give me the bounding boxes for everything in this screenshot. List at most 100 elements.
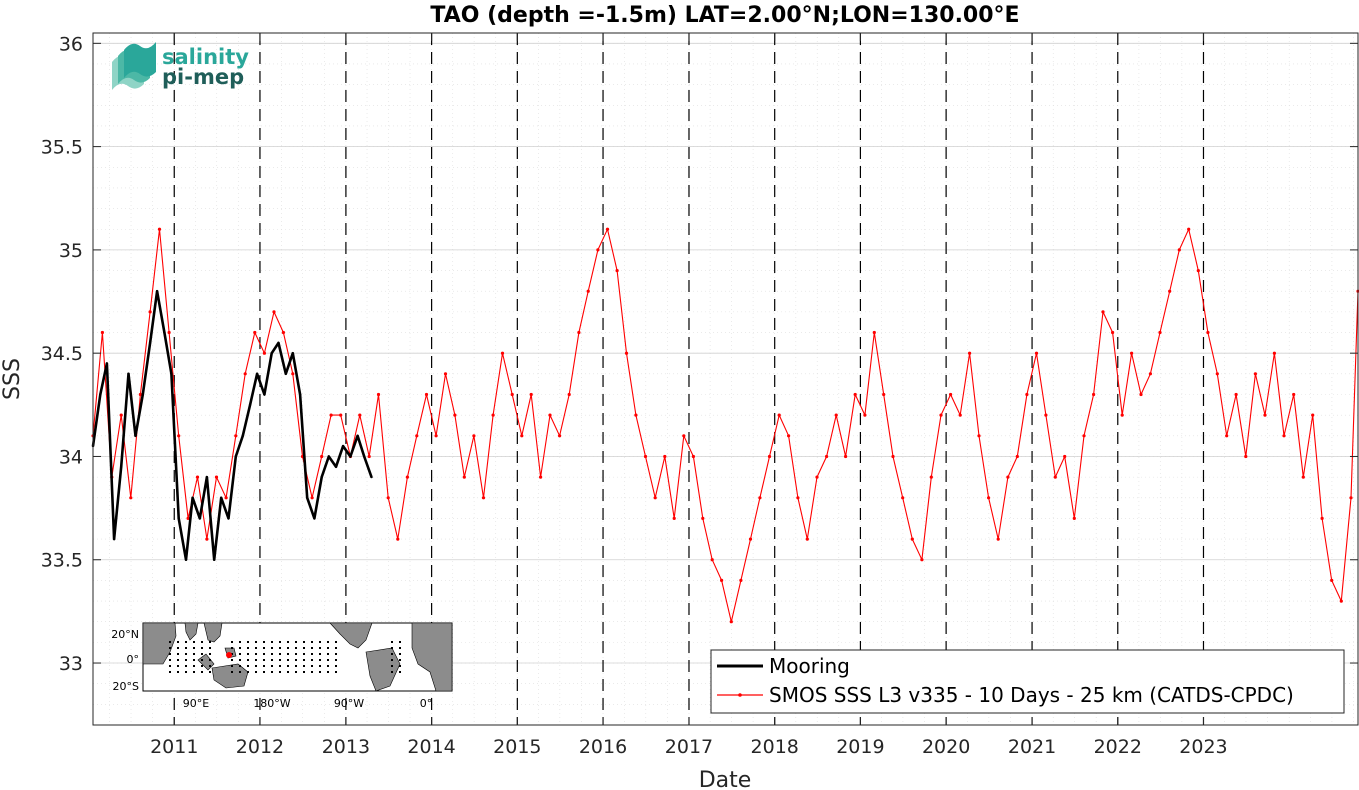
inset-buoy-dot <box>311 641 313 643</box>
smos-point <box>767 454 772 459</box>
x-tick-label: 2018 <box>751 736 799 758</box>
smos-point <box>138 392 142 397</box>
smos-point <box>1120 413 1124 417</box>
smos-point <box>1320 516 1324 521</box>
inset-buoy-dot <box>303 647 305 649</box>
smos-point <box>920 558 924 562</box>
inset-buoy-dot <box>231 641 233 643</box>
smos-point <box>205 537 209 541</box>
inset-buoy-dot <box>209 659 211 661</box>
smos-point <box>1034 351 1039 355</box>
inset-buoy-dot <box>279 653 281 655</box>
inset-buoy-dot <box>327 647 329 649</box>
smos-point <box>119 413 123 417</box>
inset-buoy-dot <box>311 671 313 673</box>
inset-buoy-dot <box>201 671 203 673</box>
inset-buoy-dot <box>279 647 281 649</box>
smos-point <box>958 413 962 417</box>
y-tick-label: 34 <box>59 446 83 468</box>
smos-point <box>1349 496 1353 500</box>
smos-point <box>510 392 514 397</box>
mooring-point <box>134 434 137 437</box>
major-grid <box>93 42 1358 664</box>
smos-point <box>996 537 1000 541</box>
x-tick-label: 2017 <box>665 736 713 758</box>
smos-point <box>748 537 753 541</box>
smos-point <box>1015 454 1019 459</box>
smos-point <box>167 330 171 335</box>
mooring-point <box>141 393 144 396</box>
inset-buoy-dot <box>391 665 393 667</box>
inset-buoy-dot <box>335 671 337 673</box>
inset-buoy-dot <box>169 671 171 673</box>
x-tick-label: 2021 <box>1008 736 1056 758</box>
mooring-point <box>313 517 316 520</box>
smos-point <box>1063 454 1067 459</box>
smos-point <box>586 289 590 293</box>
inset-buoy-dot <box>287 653 289 655</box>
y-tick-label: 35 <box>59 240 83 262</box>
smos-point <box>577 330 581 335</box>
inset-buoy-dot <box>311 659 313 661</box>
inset-buoy-dot <box>271 659 273 661</box>
inset-buoy-dot <box>185 641 187 643</box>
smos-point <box>872 330 876 335</box>
x-tick-label: 2016 <box>579 736 627 758</box>
legend-smos-marker <box>738 693 742 697</box>
inset-buoy-dot <box>271 671 273 673</box>
smos-point <box>177 434 181 438</box>
inset-buoy-dot <box>239 671 241 673</box>
logo-text-salinity: salinity <box>162 45 249 69</box>
y-tick-label: 34.5 <box>41 343 83 365</box>
smos-point <box>224 496 228 500</box>
smos-point <box>386 496 390 500</box>
inset-buoy-dot <box>169 647 171 649</box>
inset-buoy-dot <box>303 641 305 643</box>
smos-point <box>558 434 562 438</box>
mooring-point <box>155 290 159 293</box>
inset-buoy-dot <box>295 665 297 667</box>
smos-point <box>1025 392 1029 397</box>
inset-buoy-dot <box>335 665 337 667</box>
smos-point <box>567 392 571 397</box>
smos-point <box>405 475 409 479</box>
mooring-point <box>341 444 345 448</box>
smos-point <box>1101 310 1105 314</box>
smos-point <box>548 413 552 417</box>
chart-title: TAO (depth =-1.5m) LAT=2.00°N;LON=130.00… <box>430 3 1019 28</box>
inset-buoy-dot <box>263 659 265 661</box>
inset-buoy-dot <box>287 647 289 649</box>
smos-point <box>272 310 276 314</box>
inset-buoy-dot <box>399 665 401 667</box>
smos-point <box>1311 413 1315 417</box>
inset-buoy-dot <box>185 665 187 667</box>
inset-buoy-dot <box>177 665 179 667</box>
inset-buoy-dot <box>319 653 321 655</box>
x-axis-ticks: 2011 2012 2013 2014 2015 2016 2017 2018 2019 2020… <box>150 33 1228 758</box>
smos-point <box>729 620 733 624</box>
mooring-point <box>227 517 230 520</box>
inset-buoy-dot <box>263 641 265 643</box>
smos-point <box>415 434 419 438</box>
inset-buoy-dot <box>231 653 233 655</box>
inset-buoy-dot <box>201 665 203 667</box>
inset-buoy-dot <box>303 665 305 667</box>
smos-point <box>643 454 648 459</box>
smos-point <box>1006 475 1010 479</box>
inset-buoy-dot <box>209 671 211 673</box>
smos-point <box>424 392 429 397</box>
mooring-point <box>270 352 273 355</box>
inset-buoy-dot <box>327 659 329 661</box>
legend-smos-label: SMOS SSS L3 v335 - 10 Days - 25 km (CATD… <box>769 683 1294 707</box>
smos-point <box>253 330 257 335</box>
inset-buoy-dot <box>279 659 281 661</box>
mooring-point <box>148 341 152 345</box>
mooring-point <box>213 558 216 561</box>
mooring-point <box>327 455 330 458</box>
mooring-point <box>277 341 280 345</box>
inset-buoy-dot <box>193 671 195 673</box>
smos-point <box>853 392 857 397</box>
inset-buoy-dot <box>255 647 257 649</box>
smos-point <box>339 413 343 417</box>
smos-point <box>1130 351 1134 355</box>
